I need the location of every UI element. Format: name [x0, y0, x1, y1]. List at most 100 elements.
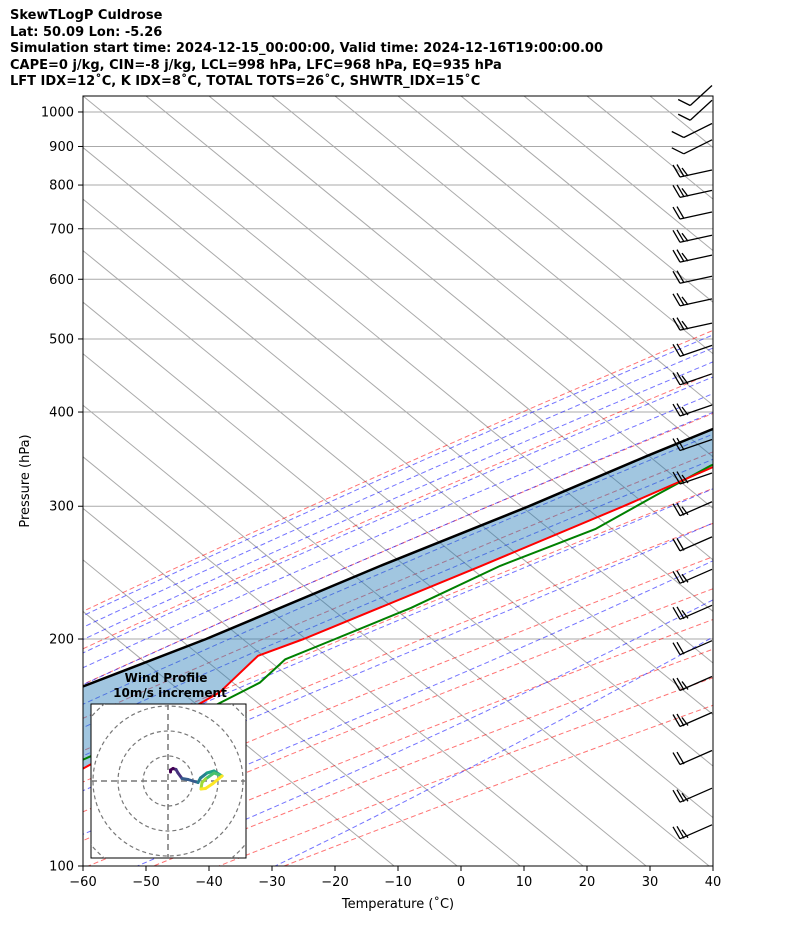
- hodograph-trace: [169, 767, 224, 791]
- y-axis-title: Pressure (hPa): [18, 434, 33, 527]
- wind-barb-shaft: [679, 322, 713, 331]
- wind-barb: [671, 122, 713, 139]
- dewpoint-profile-line: [83, 463, 713, 761]
- wind-barb-flag: [681, 792, 689, 802]
- wind-barb: [671, 139, 713, 155]
- wind-barb-flag: [681, 296, 689, 306]
- wind-barb-flag: [676, 789, 685, 803]
- inset-subtitle: 10m/s increment: [113, 686, 227, 700]
- wind-barb: [672, 403, 713, 417]
- wind-barb-shaft: [679, 438, 713, 452]
- wind-barb: [672, 371, 713, 386]
- wind-barb-flag: [671, 130, 685, 139]
- isotherm-line: [145, 96, 713, 561]
- wind-barb-flag: [672, 229, 681, 243]
- wind-barb: [672, 568, 713, 584]
- wind-barb-shaft: [679, 640, 713, 656]
- dry-adiabat-line: [83, 487, 713, 752]
- wind-barb: [672, 317, 713, 331]
- wind-barb-flag: [676, 825, 685, 839]
- wind-barbs: [671, 85, 713, 840]
- y-tick-label: 200: [49, 633, 74, 648]
- hodograph-segment: [204, 771, 216, 781]
- wind-barb-flag: [672, 503, 681, 517]
- wind-barb-shaft: [679, 344, 713, 357]
- dry-adiabat-line: [83, 451, 713, 719]
- wind-barb-flag: [672, 438, 681, 451]
- wind-barb-flag: [681, 187, 689, 197]
- wind-barb-flag: [676, 206, 685, 219]
- x-tick-label: 40: [705, 875, 722, 890]
- moist-adiabat-line: [83, 361, 713, 641]
- wind-barb-flag: [681, 167, 689, 177]
- isotherm-line: [83, 146, 713, 664]
- wind-barb-shaft: [679, 675, 713, 692]
- wind-barb-flag: [672, 317, 681, 331]
- wind-barb-shaft: [679, 189, 713, 198]
- isotherm-line: [83, 507, 521, 866]
- wind-barb: [672, 471, 713, 485]
- dry-adiabats: [83, 329, 713, 866]
- x-tick-label: −30: [258, 875, 285, 890]
- wind-barb: [672, 787, 713, 803]
- wind-barb-flag: [672, 538, 681, 552]
- wind-barb-shaft: [679, 787, 713, 803]
- wind-barb-flag: [676, 538, 685, 551]
- x-tick-label: 20: [579, 875, 596, 890]
- x-tick-label: 0: [457, 875, 465, 890]
- dry-adiabat-line: [83, 412, 713, 685]
- wind-barb-flag: [676, 677, 685, 691]
- isotherm-line: [83, 404, 647, 866]
- wind-barb: [677, 85, 713, 107]
- wind-barb-flag: [681, 717, 689, 726]
- isotherm-line: [83, 456, 584, 866]
- x-tick-label: −20: [321, 875, 348, 890]
- y-tick-label: 600: [49, 273, 74, 288]
- wind-barb-flag: [676, 437, 685, 451]
- wind-barb-flag: [676, 606, 685, 620]
- wind-barb-flag: [672, 642, 681, 656]
- moist-adiabat-line: [83, 411, 713, 686]
- wind-barb-flag: [672, 249, 681, 263]
- wind-barb: [672, 249, 713, 263]
- y-axis-ticks: 100 200 300 400 500 600 700 800 900 1000: [41, 105, 83, 875]
- temperature-profile-line: [83, 465, 713, 770]
- wind-barb-flag: [672, 826, 681, 840]
- wind-barb: [672, 270, 713, 284]
- moist-adiabat-line: [83, 433, 713, 705]
- wind-barb-flag: [676, 184, 685, 198]
- wind-barb-shaft: [679, 501, 713, 517]
- wind-barb: [672, 343, 713, 357]
- wind-barb-shaft: [689, 99, 713, 121]
- profile-lines: [83, 427, 713, 770]
- wind-barb-shaft: [679, 275, 713, 284]
- wind-barb: [672, 824, 713, 840]
- x-tick-label: 30: [642, 875, 659, 890]
- dry-adiabat-line: [83, 329, 713, 612]
- wind-barb-shaft: [679, 604, 713, 620]
- x-tick-label: −10: [384, 875, 411, 890]
- wind-profile-inset: Wind Profile 10m/s increment: [90, 671, 247, 859]
- wind-barb-flag: [676, 751, 685, 765]
- wind-barb-flag: [681, 474, 689, 484]
- isotherm-line: [83, 198, 713, 716]
- isotherm-line: [397, 96, 713, 355]
- y-tick-label: 1000: [41, 105, 74, 120]
- x-axis-ticks: −60 −50 −40 −30 −20 −10 0 10 20 30 40: [69, 866, 721, 890]
- x-axis-title: Temperature (˚C): [341, 896, 454, 912]
- wind-barb-shaft: [683, 122, 713, 139]
- wind-barb-shaft: [679, 824, 713, 840]
- wind-barb: [672, 164, 713, 178]
- wind-barb-flag: [676, 570, 685, 584]
- wind-barb: [672, 711, 713, 728]
- x-tick-label: −60: [69, 875, 96, 890]
- wind-barb-flag: [672, 570, 681, 584]
- wind-barb-shaft: [679, 234, 713, 243]
- wind-barb-flag: [672, 607, 681, 620]
- wind-barb: [677, 99, 713, 121]
- wind-barb: [672, 675, 713, 692]
- wind-barb-flag: [681, 252, 689, 262]
- wind-barb-flag: [676, 249, 685, 262]
- station-location: Lat: 50.09 Lon: -5.26: [10, 24, 163, 40]
